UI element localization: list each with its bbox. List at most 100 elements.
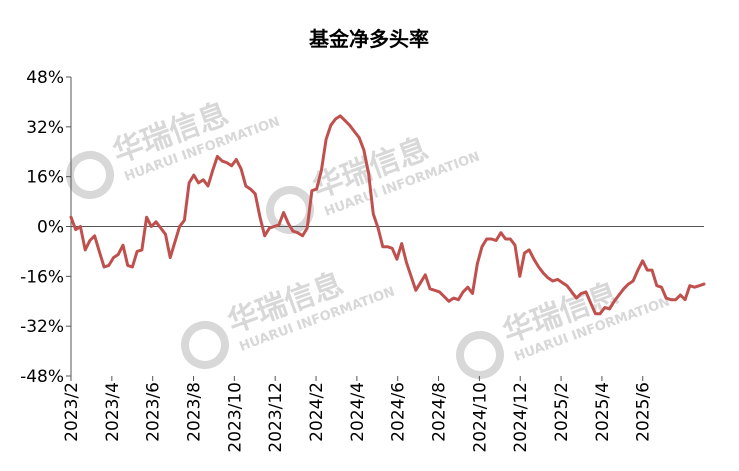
watermark-logo-icon <box>456 331 504 379</box>
data-point <box>551 279 555 283</box>
x-tick-label: 2024/6 <box>389 382 409 442</box>
y-tick-label: -32% <box>20 317 64 337</box>
data-point <box>414 289 418 292</box>
data-point <box>622 287 625 290</box>
data-point <box>405 261 408 264</box>
data-point <box>145 215 148 219</box>
data-point <box>117 253 120 256</box>
data-point <box>428 287 432 290</box>
data-point <box>669 298 673 301</box>
data-point <box>693 286 696 289</box>
data-point <box>698 284 701 287</box>
data-point <box>88 239 92 242</box>
data-point <box>665 296 668 300</box>
data-point <box>537 265 540 269</box>
data-point <box>268 226 271 230</box>
data-point <box>556 278 559 281</box>
data-point <box>301 234 304 238</box>
data-point <box>192 173 196 177</box>
data-point <box>442 295 446 298</box>
data-point <box>69 215 73 219</box>
data-point <box>627 282 630 286</box>
data-point <box>433 289 436 292</box>
data-point <box>112 256 115 259</box>
data-point <box>395 258 399 261</box>
y-tick-label: 16% <box>26 168 64 188</box>
data-point <box>457 298 460 301</box>
data-point <box>688 284 692 287</box>
data-point <box>513 243 517 247</box>
data-point <box>329 124 333 127</box>
data-point <box>79 225 82 228</box>
data-point <box>655 284 658 287</box>
data-point <box>461 290 465 294</box>
data-point <box>202 178 205 181</box>
y-axis: 48% 32% 16% 0% -16% -32% -48% <box>20 68 71 387</box>
data-point <box>542 272 545 275</box>
x-tick-label: 2023/12 <box>266 382 286 453</box>
data-point <box>357 136 361 139</box>
x-tick-label: 2025/6 <box>634 382 654 442</box>
y-tick-label: 48% <box>26 68 64 88</box>
data-point <box>169 256 172 259</box>
data-point <box>282 211 285 214</box>
data-point <box>504 237 507 241</box>
data-point <box>608 307 611 311</box>
data-point <box>211 169 214 172</box>
data-point <box>603 306 606 309</box>
data-point <box>702 282 706 286</box>
data-point <box>509 237 512 241</box>
data-point <box>452 296 455 300</box>
data-point <box>291 229 295 233</box>
watermark-logo-icon <box>181 321 229 369</box>
data-point <box>254 192 257 195</box>
data-point <box>386 245 389 248</box>
x-tick-label: 2024/8 <box>430 382 450 442</box>
data-point <box>305 226 309 230</box>
data-point <box>277 223 281 227</box>
data-point <box>650 268 654 272</box>
data-point <box>532 258 536 261</box>
data-point <box>485 237 488 241</box>
data-point <box>121 243 125 247</box>
y-tick-label: 32% <box>26 118 64 138</box>
data-point <box>631 279 635 283</box>
y-tick-label: 0% <box>37 218 64 238</box>
watermark-logo-icon <box>66 151 114 199</box>
data-point <box>518 275 521 278</box>
data-point <box>594 312 597 315</box>
data-point <box>187 181 191 185</box>
data-point <box>438 290 441 294</box>
data-point <box>613 300 616 303</box>
data-point <box>494 239 498 242</box>
data-point <box>424 273 427 276</box>
data-point <box>287 222 290 225</box>
data-point <box>206 184 210 188</box>
data-point <box>197 181 200 185</box>
data-point <box>249 187 252 191</box>
data-point <box>660 286 663 289</box>
data-point <box>178 225 181 228</box>
data-point <box>348 124 351 127</box>
data-point <box>372 212 375 216</box>
data-point <box>598 312 602 315</box>
data-point <box>617 293 621 297</box>
data-point <box>140 248 144 252</box>
data-point <box>320 169 323 172</box>
data-point <box>315 187 318 191</box>
x-tick-label: 2024/12 <box>511 382 531 453</box>
data-point <box>674 298 677 301</box>
data-point <box>367 172 370 175</box>
x-tick-label: 2023/2 <box>62 382 82 442</box>
data-point <box>400 242 403 245</box>
data-point <box>230 164 233 167</box>
data-point <box>93 234 96 238</box>
data-point <box>135 250 139 253</box>
data-point <box>409 275 413 278</box>
data-point <box>381 245 384 248</box>
data-point <box>263 234 266 238</box>
data-point <box>471 292 474 295</box>
